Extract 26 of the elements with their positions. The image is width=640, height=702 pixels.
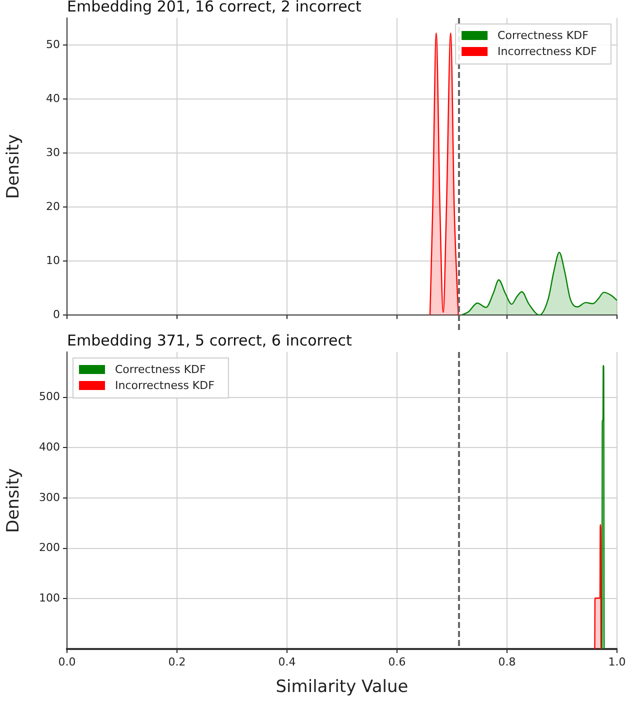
legend-label: Incorrectness KDF xyxy=(115,378,214,392)
x-tick-label: 1.0 xyxy=(608,655,626,668)
y-tick-label: 20 xyxy=(46,200,60,213)
x-tick-label: 0.0 xyxy=(58,655,76,668)
y-axis-title: Density xyxy=(4,468,24,533)
x-tick-label: 0.6 xyxy=(388,655,406,668)
legend-label: Correctness KDF xyxy=(115,362,206,376)
y-axis-title: Density xyxy=(4,134,24,199)
x-tick-label: 0.8 xyxy=(498,655,516,668)
legend-label: Correctness KDF xyxy=(498,28,588,42)
y-tick-label: 10 xyxy=(46,254,60,267)
chart-title: Embedding 371, 5 correct, 6 incorrect xyxy=(67,331,352,350)
chart-title: Embedding 201, 16 correct, 2 incorrect xyxy=(67,0,362,16)
x-axis-title: Similarity Value xyxy=(276,677,408,698)
y-tick-label: 300 xyxy=(39,490,60,504)
x-tick-label: 0.4 xyxy=(278,655,296,668)
y-tick-label: 0 xyxy=(53,308,60,321)
x-tick-label: 0.2 xyxy=(168,655,186,668)
y-tick-label: 40 xyxy=(46,92,60,105)
y-tick-label: 100 xyxy=(39,592,60,605)
y-tick-label: 500 xyxy=(39,390,60,404)
y-tick-label: 200 xyxy=(39,541,60,554)
legend-label: Incorrectness KDF xyxy=(498,44,598,58)
y-tick-label: 30 xyxy=(46,146,60,159)
y-tick-label: 400 xyxy=(39,440,60,454)
y-tick-label: 50 xyxy=(46,38,60,51)
